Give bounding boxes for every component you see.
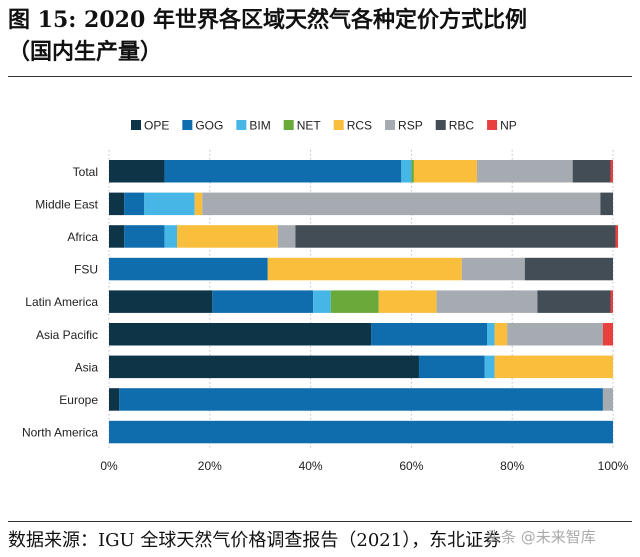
source-note: 数据来源：IGU 全球天然气价格调查报告（2021），东北证券: [8, 530, 502, 551]
figure-title: 图 15: 2020 年世界各区域天然气各种定价方式比例 （国内生产量）: [8, 4, 632, 68]
bar-segment-gog-north-america: [109, 420, 613, 444]
x-tick-label: 100%: [598, 459, 629, 473]
legend-swatch-net: [283, 120, 294, 130]
legend-label-net: NET: [297, 119, 322, 133]
category-label-north-america: North America: [22, 426, 98, 440]
x-tick-label: 80%: [500, 459, 524, 473]
category-label-europe: Europe: [59, 393, 98, 407]
legend-label-rsp: RSP: [398, 119, 423, 133]
bar-segment-bim-total: [401, 160, 412, 183]
bar-segment-np-latin-america: [610, 290, 613, 313]
bar-segment-ope-asia: [109, 355, 419, 379]
bar-segment-bim-asia: [484, 355, 495, 379]
bar-segment-ope-middle-east: [109, 192, 125, 216]
legend-label-gog: GOG: [195, 119, 223, 133]
legend-label-rcs: RCS: [347, 119, 372, 133]
bar-segment-rbc-fsu: [524, 257, 613, 281]
bar-segment-rcs-asia: [494, 355, 613, 379]
legend-swatch-rbc: [435, 120, 446, 130]
bar-segment-net-total: [411, 160, 414, 183]
bar-segment-bim-latin-america: [313, 290, 331, 313]
category-label-middle-east: Middle East: [35, 197, 98, 211]
legend-swatch-rsp: [385, 120, 396, 130]
x-tick-label: 20%: [198, 459, 222, 473]
category-label-total: Total: [73, 165, 98, 179]
category-label-fsu: FSU: [74, 263, 98, 277]
bar-segment-rcs-latin-america: [378, 290, 437, 313]
bar-segment-ope-africa: [109, 225, 125, 248]
legend-label-np: NP: [500, 119, 517, 133]
legend-label-bim: BIM: [249, 119, 270, 133]
category-label-asia-pacific: Asia Pacific: [36, 328, 98, 342]
bottom-rule: [8, 521, 632, 522]
bar-segment-gog-middle-east: [124, 192, 145, 216]
bar-segment-rbc-africa: [295, 225, 616, 248]
category-label-africa: Africa: [67, 230, 98, 244]
bar-segment-rbc-total: [572, 160, 611, 183]
bar-segment-gog-latin-america: [212, 290, 314, 313]
bar-segment-ope-asia-pacific: [109, 323, 372, 346]
legend-label-ope: OPE: [144, 119, 169, 133]
bar-segment-ope-europe: [109, 388, 120, 411]
bar-segment-rcs-asia-pacific: [494, 323, 508, 346]
bar-segment-rcs-fsu: [267, 257, 462, 281]
bar-segment-bim-africa: [164, 225, 178, 248]
bar-segment-ope-latin-america: [109, 290, 213, 313]
bar-segment-rsp-middle-east: [202, 192, 601, 216]
bar-segment-rsp-africa: [277, 225, 296, 248]
figure-title-line2: （国内生产量）: [8, 39, 163, 65]
bar-segment-rsp-latin-america: [436, 290, 538, 313]
bar-segment-np-africa: [615, 225, 619, 248]
bar-segment-gog-fsu: [109, 257, 268, 281]
bar-segment-rbc-latin-america: [537, 290, 611, 313]
bar-segment-gog-europe: [119, 388, 603, 411]
bar-segment-net-latin-america: [330, 290, 379, 313]
bar-segment-rsp-europe: [602, 388, 613, 411]
legend-swatch-ope: [131, 120, 141, 130]
x-tick-label: 40%: [299, 459, 323, 473]
bar-segment-np-total: [610, 160, 613, 183]
legend-swatch-bim: [236, 120, 247, 130]
bar-segment-rcs-total: [413, 160, 477, 183]
bar-segment-bim-asia-pacific: [487, 323, 495, 346]
bar-segment-rbc-middle-east: [600, 192, 613, 216]
top-rule: [8, 76, 632, 77]
figure-title-line1: 图 15: 2020 年世界各区域天然气各种定价方式比例: [8, 7, 527, 33]
bar-segment-rsp-fsu: [461, 257, 525, 281]
legend-swatch-np: [487, 120, 498, 130]
category-label-asia: Asia: [75, 360, 99, 374]
x-tick-label: 60%: [399, 459, 423, 473]
bar-segment-np-asia-pacific: [602, 323, 613, 346]
bar-segment-gog-africa: [124, 225, 165, 248]
legend-label-rbc: RBC: [449, 119, 475, 133]
bar-segment-bim-middle-east: [144, 192, 195, 216]
legend-swatch-rcs: [333, 120, 344, 130]
watermark: 头条 @未来智库: [486, 528, 596, 546]
bar-segment-rsp-asia-pacific: [507, 323, 603, 346]
bar-segment-rsp-total: [476, 160, 573, 183]
category-label-latin-america: Latin America: [25, 295, 98, 309]
bar-segment-gog-asia-pacific: [371, 323, 487, 346]
legend-swatch-gog: [182, 120, 193, 130]
bar-segment-rcs-africa: [177, 225, 278, 248]
x-tick-label: 0%: [100, 459, 118, 473]
bar-segment-rcs-middle-east: [194, 192, 203, 216]
bar-segment-gog-total: [164, 160, 402, 183]
bar-segment-ope-total: [109, 160, 165, 183]
bar-segment-gog-asia: [418, 355, 485, 379]
